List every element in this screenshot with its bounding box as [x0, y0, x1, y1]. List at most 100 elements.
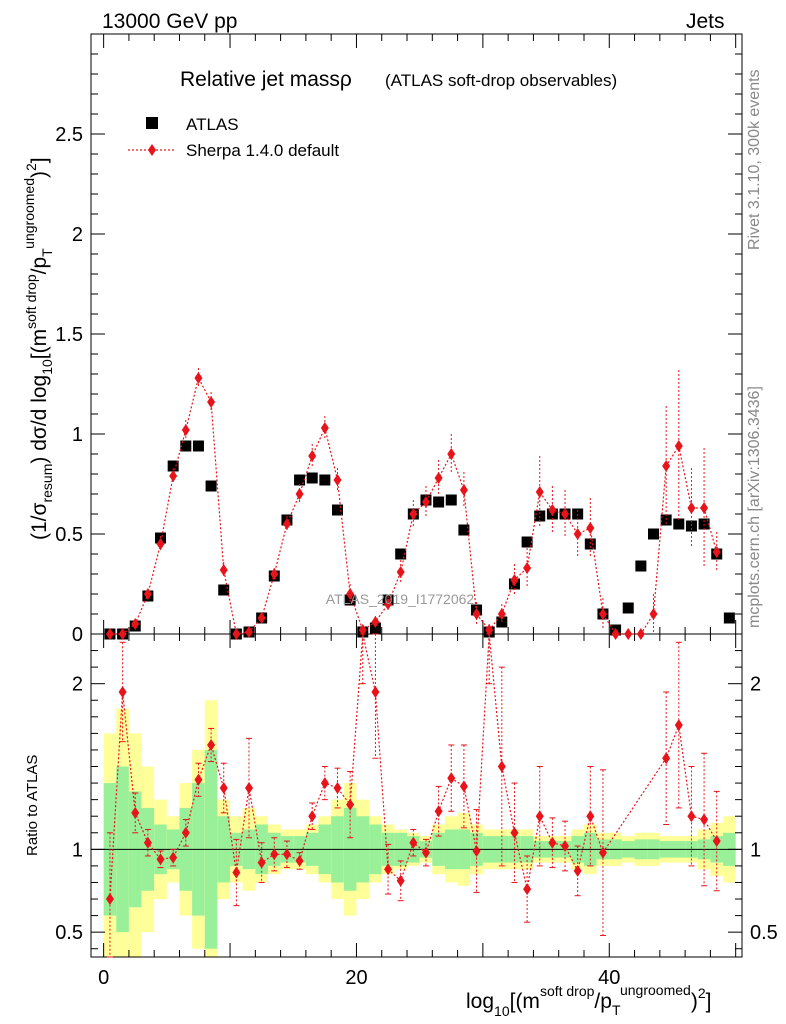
- ratio-sherpa-point: [295, 854, 304, 867]
- ratio-sherpa-point: [308, 810, 317, 823]
- sherpa-point: [523, 562, 532, 574]
- sherpa-point: [219, 564, 228, 576]
- sherpa-point: [105, 628, 114, 640]
- sherpa-point: [156, 538, 165, 550]
- ratio-sherpa-point: [421, 846, 430, 859]
- sherpa-point: [649, 608, 658, 620]
- x-tick-label: 0: [98, 967, 109, 989]
- sherpa-point: [586, 522, 595, 534]
- sherpa-point: [358, 624, 367, 636]
- atlas-point: [294, 474, 306, 486]
- sherpa-point: [497, 608, 506, 620]
- ratio-sherpa-point: [662, 752, 671, 765]
- sherpa-point: [409, 508, 418, 520]
- ratio-sherpa-point: [333, 782, 342, 795]
- ratio-y-tick-label-right: 1: [750, 839, 761, 861]
- ratio-sherpa-point: [219, 782, 228, 795]
- y-tick-label: 1: [72, 424, 83, 446]
- sherpa-point: [282, 518, 291, 530]
- legend-sherpa-label: Sherpa 1.4.0 default: [186, 141, 339, 160]
- atlas-point: [458, 524, 470, 536]
- atlas-point: [180, 440, 192, 452]
- sherpa-point: [371, 616, 380, 628]
- sherpa-point: [207, 396, 216, 408]
- y-tick-label: 2.5: [55, 124, 83, 146]
- ratio-sherpa-point: [700, 813, 709, 826]
- ratio-sherpa-point: [472, 844, 481, 857]
- ratio-sherpa-point: [105, 893, 114, 906]
- legend-atlas-marker: [146, 117, 158, 129]
- ratio-y-tick-label-right: 0.5: [750, 922, 778, 944]
- sherpa-point: [118, 628, 127, 640]
- ratio-sherpa-point: [169, 851, 178, 864]
- ratio-sherpa-point: [371, 685, 380, 698]
- sherpa-point: [510, 574, 519, 586]
- sherpa-point: [396, 566, 405, 578]
- ratio-sherpa-point: [207, 738, 216, 751]
- ratio-sherpa-point: [561, 840, 570, 853]
- atlas-point: [521, 536, 533, 548]
- sherpa-point: [624, 628, 633, 640]
- ratio-sherpa-point: [459, 780, 468, 793]
- ratio-sherpa-point: [573, 864, 582, 877]
- ratio-sherpa-point: [232, 866, 241, 879]
- ratio-frame: [90, 633, 743, 958]
- ratio-sherpa-point: [409, 836, 418, 849]
- sherpa-point: [611, 628, 620, 640]
- x-tick-label: 40: [598, 967, 620, 989]
- sherpa-point: [459, 484, 468, 496]
- y-tick-label: 0: [72, 624, 83, 646]
- legend-sherpa-marker: [148, 144, 156, 156]
- ratio-sherpa-point: [131, 806, 140, 819]
- ratio-sherpa-point: [194, 773, 203, 786]
- sherpa-point: [548, 504, 557, 516]
- sherpa-point: [169, 470, 178, 482]
- sherpa-point: [573, 528, 582, 540]
- ratio-sherpa-point: [447, 772, 456, 785]
- ratio-sherpa-point: [320, 777, 329, 790]
- atlas-point: [331, 504, 343, 516]
- atlas-point: [306, 472, 318, 484]
- sherpa-point: [384, 598, 393, 610]
- sherpa-point: [472, 608, 481, 620]
- y-tick-label: 0.5: [55, 524, 83, 546]
- ratio-sherpa-point: [118, 685, 127, 698]
- ratio-y-tick-label: 0.5: [55, 922, 83, 944]
- main-plot-marks: [104, 368, 735, 640]
- ratio-sherpa-point: [497, 760, 506, 773]
- sherpa-point: [320, 422, 329, 434]
- ratio-sherpa-point: [257, 856, 266, 869]
- header-right: Jets: [686, 10, 725, 33]
- sherpa-point: [181, 424, 190, 436]
- ratio-sherpa-point: [245, 782, 254, 795]
- atlas-point: [648, 528, 660, 540]
- ratio-sherpa-point: [687, 810, 696, 823]
- atlas-point: [218, 584, 230, 596]
- sherpa-point: [700, 502, 709, 514]
- sherpa-point: [485, 624, 494, 636]
- sherpa-point: [194, 372, 203, 384]
- atlas-point: [622, 602, 634, 614]
- sherpa-point: [308, 450, 317, 462]
- sherpa-point: [712, 546, 721, 558]
- sherpa-point: [662, 460, 671, 472]
- ratio-sherpa-point: [523, 883, 532, 896]
- ratio-plot-marks: [105, 633, 721, 958]
- ratio-sherpa-point: [346, 798, 355, 811]
- sherpa-point: [270, 568, 279, 580]
- sherpa-point: [561, 508, 570, 520]
- mcplots-label: mcplots.cern.ch [arXiv:1306.3436]: [746, 386, 763, 628]
- atlas-point: [445, 494, 457, 506]
- sherpa-point: [535, 486, 544, 498]
- header-left: 13000 GeV pp: [102, 10, 238, 33]
- ratio-sherpa-point: [674, 719, 683, 732]
- sherpa-point: [687, 502, 696, 514]
- ratio-sherpa-point: [181, 826, 190, 839]
- sherpa-point: [434, 472, 443, 484]
- ratio-sherpa-point: [384, 863, 393, 876]
- atlas-point: [673, 518, 685, 530]
- sherpa-point: [131, 618, 140, 630]
- sherpa-point: [143, 588, 152, 600]
- atlas-point: [433, 496, 445, 508]
- rivet-label: Rivet 3.1.10, 300k events: [746, 69, 763, 250]
